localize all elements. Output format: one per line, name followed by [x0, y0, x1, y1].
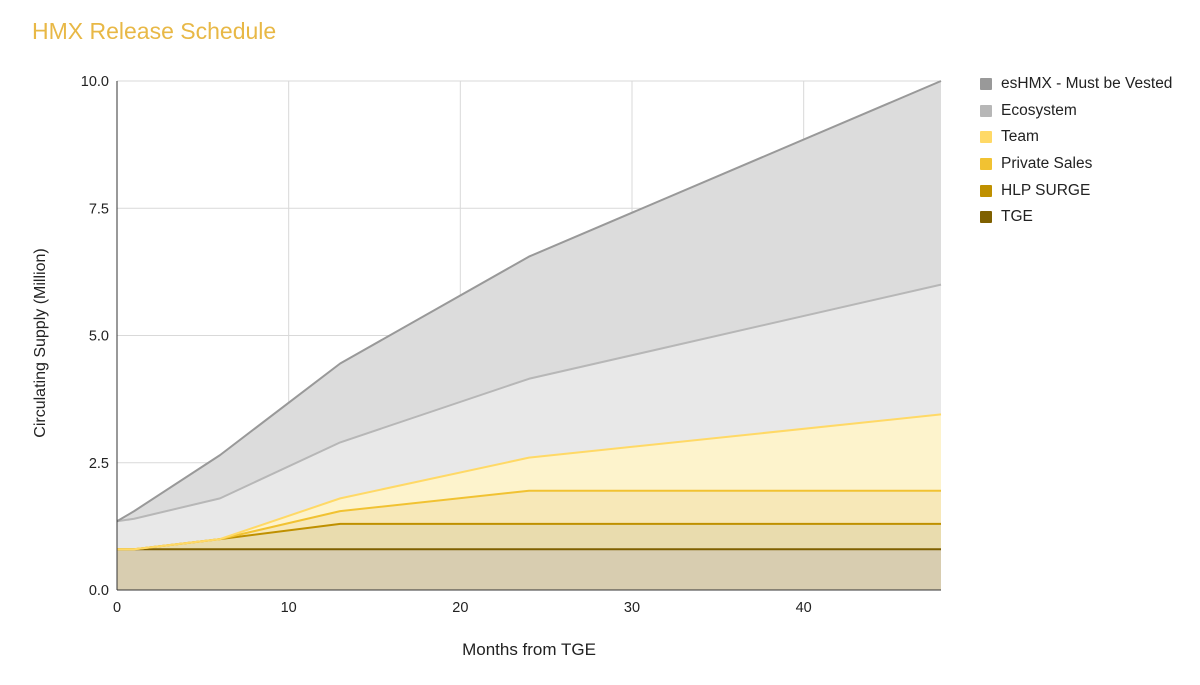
y-tick-label: 2.5 — [89, 456, 109, 472]
x-tick-label: 0 — [113, 600, 121, 616]
series-lines — [116, 80, 942, 551]
legend-label: Ecosystem — [1001, 101, 1077, 119]
y-tick-label: 10.0 — [81, 74, 109, 90]
area-private-sales — [117, 490, 941, 550]
y-tick-label: 5.0 — [89, 329, 109, 345]
area-ecosystem — [117, 284, 941, 550]
legend-label: Private Sales — [1001, 155, 1093, 173]
line-eshmx-must-be-vested — [116, 80, 942, 523]
legend-swatch — [980, 211, 992, 224]
tick-labels: 0.0 2.5 5.0 7.5 10.0 0 10 20 30 40 — [81, 74, 812, 616]
legend-item-tge: TGE — [980, 204, 1172, 231]
axes — [116, 81, 941, 591]
area-tge — [117, 549, 941, 590]
legend-item-hlp-surge: HLP SURGE — [980, 177, 1172, 204]
y-axis-label: Circulating Supply (Million) — [32, 248, 49, 438]
area-hlp-surge — [117, 523, 941, 550]
y-tick-label: 0.0 — [89, 583, 109, 599]
stacked-areas — [117, 81, 941, 590]
line-team — [117, 413, 942, 551]
legend-label: Team — [1001, 128, 1039, 146]
legend-item-ecosystem: Ecosystem — [980, 98, 1172, 125]
chart-title: HMX Release Schedule — [32, 18, 277, 44]
x-tick-label: 20 — [452, 600, 468, 616]
legend-item-eshmx-must-be-vested: esHMX - Must be Vested — [980, 71, 1172, 98]
legend-swatch — [980, 158, 992, 171]
legend-label: HLP SURGE — [1001, 181, 1091, 199]
area-eshmx-must-be-vested — [117, 81, 941, 522]
legend-swatch — [980, 78, 992, 91]
area-team — [117, 414, 941, 550]
y-tick-label: 7.5 — [89, 201, 109, 217]
legend-item-private-sales: Private Sales — [980, 151, 1172, 178]
legend-swatch — [980, 104, 992, 117]
legend-label: esHMX - Must be Vested — [1001, 75, 1173, 93]
legend-label: TGE — [1001, 208, 1033, 226]
x-tick-label: 30 — [624, 600, 640, 616]
x-tick-label: 10 — [281, 600, 297, 616]
legend-item-team: Team — [980, 124, 1172, 151]
line-ecosystem — [116, 283, 942, 523]
x-tick-label: 40 — [796, 600, 812, 616]
legend: esHMX - Must be Vested Ecosystem Team Priva… — [980, 71, 1172, 231]
legend-swatch — [980, 184, 992, 197]
x-axis-label: Months from TGE — [462, 640, 596, 659]
legend-swatch — [980, 131, 992, 144]
